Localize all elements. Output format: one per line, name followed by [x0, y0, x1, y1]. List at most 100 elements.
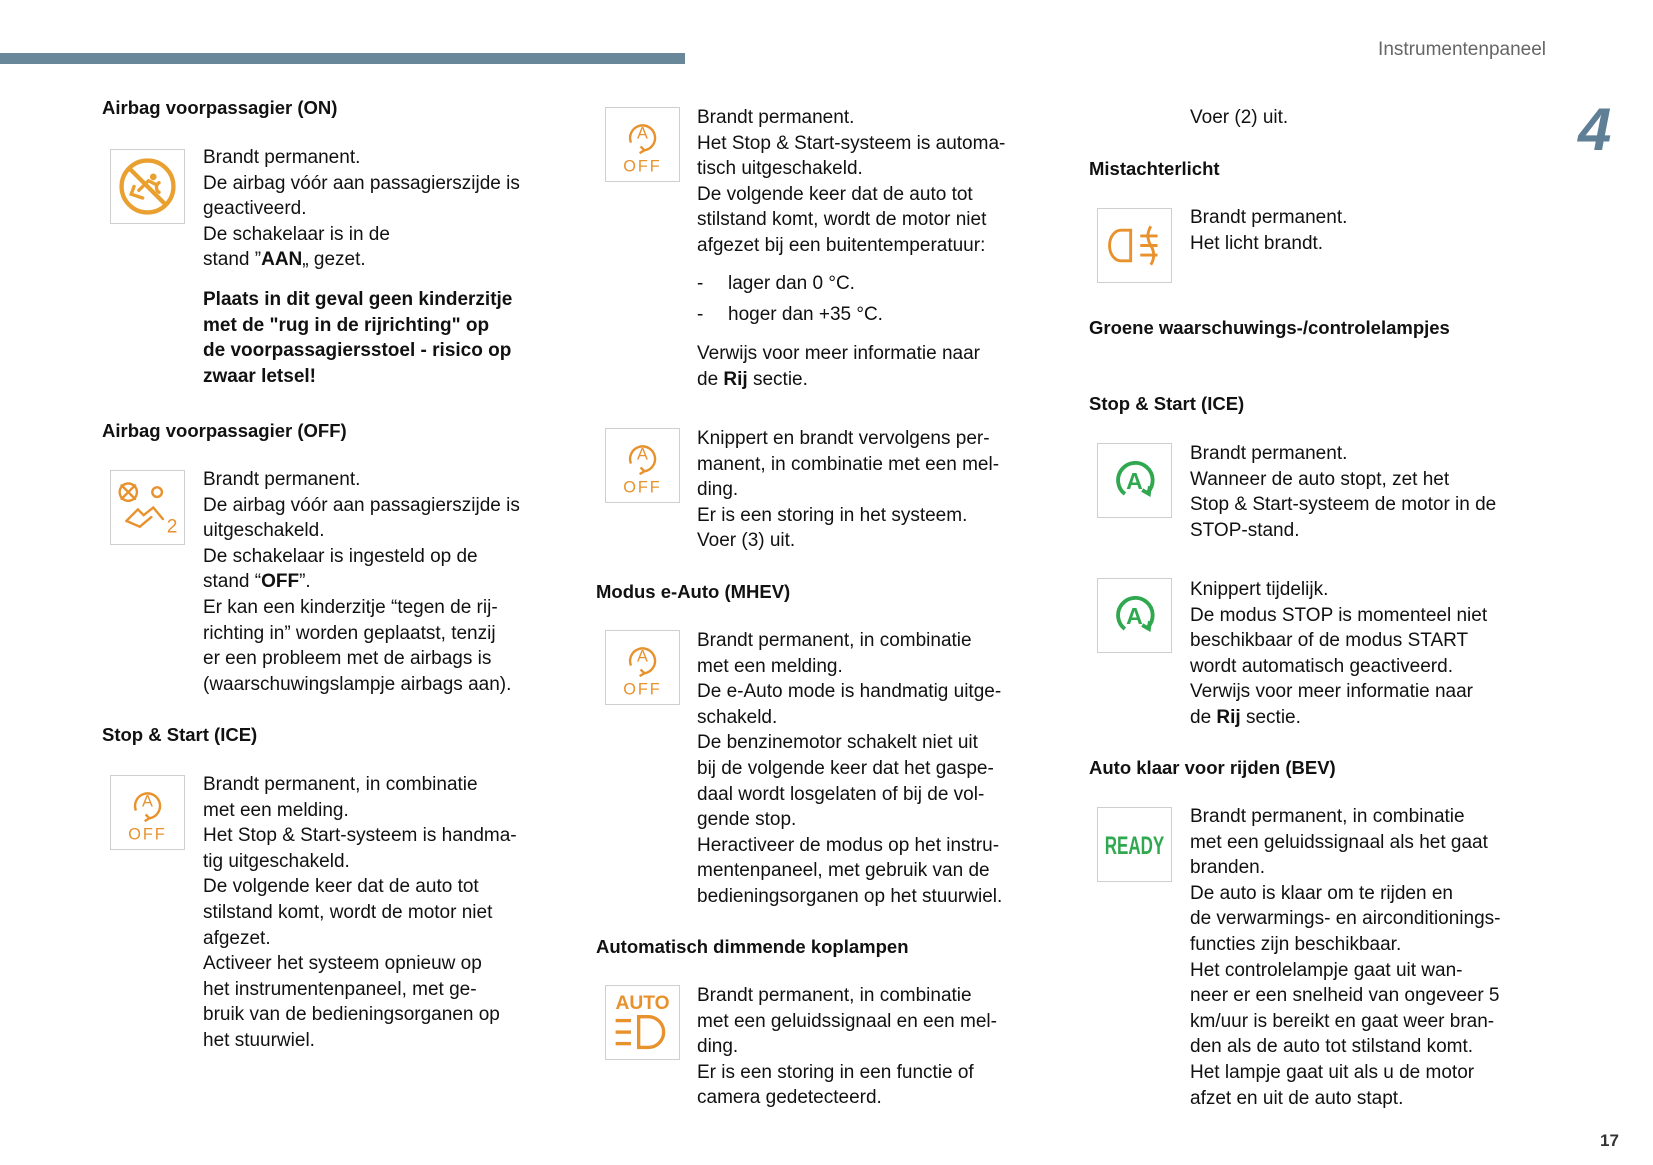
stop-start-active-icon: A — [1097, 578, 1172, 653]
text-line: Er is een storing in een functie of — [697, 1061, 974, 1083]
text-line: De schakelaar is ingesteld op de — [203, 545, 478, 567]
icon-letter-a: A — [637, 125, 648, 143]
text-segment: sectie. — [1240, 706, 1301, 728]
text-line: km/uur is bereikt en gaat weer bran- — [1190, 1010, 1495, 1032]
ready-icon: READY — [1097, 807, 1172, 882]
text-line: Wanneer de auto stopt, zet het — [1190, 468, 1450, 490]
ready-label: READY — [1105, 832, 1165, 860]
auto-headlamp-description: Brandt permanent, in combinatie met een g… — [697, 983, 997, 1111]
text-line: beschikbaar of de modus START — [1190, 630, 1469, 652]
text-line: Voer (2) uit. — [1190, 107, 1289, 128]
text-line: schakeld. — [697, 706, 778, 728]
bold-term: Rij — [723, 368, 748, 390]
text-line: De e-Auto mode is handmatig uitge- — [697, 681, 1002, 703]
text-line: Voer (3) uit. — [697, 530, 796, 552]
heading-e-auto-mode: Modus e-Auto (MHEV) — [596, 581, 791, 602]
text-line: stilstand komt, wordt de motor niet — [203, 901, 493, 923]
heading-ready: Auto klaar voor rijden (BEV) — [1089, 757, 1336, 778]
chapter-number: 4 — [1578, 96, 1612, 163]
text-line: afgezet. — [203, 927, 271, 949]
icon-letter-a: A — [1126, 468, 1143, 494]
text-line: met een geluidssignaal en een mel- — [697, 1010, 997, 1032]
text-line: De volgende keer dat de auto tot — [203, 876, 479, 898]
text-line: Brandt permanent. — [203, 469, 361, 490]
text-line: met de "rug in de rijrichting" op — [203, 314, 490, 336]
text-line: Verwijs voor meer informatie naar — [1190, 681, 1473, 703]
reference-note: Verwijs voor meer informatie naar de Rij … — [697, 341, 980, 392]
list-text: hoger dan +35 °C. — [728, 304, 883, 325]
text-line: Het lampje gaat uit als u de motor — [1190, 1061, 1475, 1083]
text-line: gende stop. — [697, 809, 797, 831]
text-line: Brandt permanent. — [697, 107, 855, 128]
text-line: tig uitgeschakeld. — [203, 850, 350, 872]
airbag-off-icon: 2 — [110, 470, 185, 545]
icon-letter-a: A — [1126, 603, 1143, 629]
stop-start-fault-description: Knippert en brandt vervolgens per-manent… — [697, 426, 999, 554]
airbag-off-description: Brandt permanent. De airbag vóór aan pass… — [203, 467, 520, 697]
e-auto-description: Brandt permanent, in combinatie met een m… — [697, 628, 1002, 910]
heading-airbag-on: Airbag voorpassagier (ON) — [102, 97, 338, 118]
text-line: functies zijn beschikbaar. — [1190, 933, 1402, 955]
text-line: Er is een storing in het systeem. — [697, 504, 968, 526]
text-line: ding. — [697, 479, 739, 501]
heading-rear-fog: Mistachterlicht — [1089, 158, 1220, 179]
list-text: lager dan 0 °C. — [728, 273, 855, 294]
heading-airbag-off: Airbag voorpassagier (OFF) — [102, 420, 347, 441]
text-line: afgezet bij een buitentemperatuur: — [697, 234, 986, 256]
rear-fog-light-icon — [1097, 208, 1172, 283]
text-line: het instrumentenpaneel, met ge- — [203, 978, 477, 1000]
text-segment: de — [1190, 706, 1217, 728]
text-line: richting in” worden geplaatst, tenzij — [203, 622, 496, 644]
bold-term: AAN — [261, 249, 303, 271]
stop-start-off-icon: A OFF — [605, 428, 680, 503]
heading-green-lamps: Groene waarschuwings-/controlelampjes — [1089, 317, 1450, 338]
ready-description: Brandt permanent, in combinatie met een g… — [1190, 804, 1500, 1111]
icon-letter-a: A — [142, 793, 153, 811]
text-line: de Rij sectie. — [697, 367, 980, 393]
text-line: De modus STOP is momenteel niet — [1190, 604, 1488, 626]
text-line: Knippert en brandt vervolgens per- — [697, 428, 990, 449]
text-line: de voorpassagiersstoel - risico op — [203, 340, 512, 362]
stop-start-flashing-description: Knippert tijdelijk. De modus STOP is mome… — [1190, 577, 1487, 731]
text-line: Brandt permanent, in combinatie — [697, 630, 972, 651]
text-line: wordt automatisch geactiveerd. — [1190, 655, 1453, 677]
text-line: Brandt permanent, in combinatie — [697, 985, 972, 1006]
airbag-on-description: Brandt permanent. De airbag vóór aan pass… — [203, 145, 520, 273]
text-line: er een probleem met de airbags is — [203, 648, 492, 670]
stop-start-auto-off-description: Brandt permanent. Het Stop & Start-systee… — [697, 105, 1005, 259]
text-segment: sectie. — [747, 368, 808, 390]
text-line: met een melding. — [203, 799, 349, 821]
text-line: Verwijs voor meer informatie naar — [697, 343, 980, 364]
text-line: stand ”AAN„ gezet. — [203, 247, 520, 273]
text-line: het stuurwiel. — [203, 1029, 315, 1051]
heading-stop-start-ice: Stop & Start (ICE) — [102, 724, 258, 745]
text-line: Het licht brandt. — [1190, 232, 1324, 254]
off-label: OFF — [128, 825, 166, 843]
text-line: stand “OFF”. — [203, 569, 520, 595]
airbag-off-icon-number: 2 — [167, 516, 178, 537]
text-line: tisch uitgeschakeld. — [697, 158, 863, 180]
heading-auto-headlamps: Automatisch dimmende koplampen — [596, 936, 909, 957]
text-line: bij de volgende keer dat het gaspe- — [697, 757, 994, 779]
text-line: De airbag vóór aan passagierszijde is — [203, 172, 520, 194]
text-line: Knippert tijdelijk. — [1190, 579, 1329, 600]
text-line: de verwarmings- en airconditionings- — [1190, 908, 1501, 930]
text-line: Het Stop & Start-systeem is handma- — [203, 825, 517, 847]
bold-term: OFF — [261, 571, 300, 593]
heading-stop-start-green: Stop & Start (ICE) — [1089, 393, 1245, 414]
running-title: Instrumentenpaneel — [1378, 39, 1546, 60]
text-segment: de — [697, 368, 724, 390]
text-line: den als de auto tot stilstand komt. — [1190, 1036, 1474, 1058]
text-line: De schakelaar is in de — [203, 223, 390, 245]
text-line: De volgende keer dat de auto tot — [697, 183, 973, 205]
text-line: mentenpaneel, met gebruik van de — [697, 860, 990, 882]
off-label: OFF — [623, 478, 661, 496]
auto-headlamp-icon: AUTO — [605, 985, 680, 1060]
text-segment: stand ” — [203, 249, 262, 271]
airbag-on-warning: Plaats in dit geval geen kinderzitje met … — [203, 287, 512, 389]
text-line: De airbag vóór aan passagierszijde is — [203, 494, 520, 516]
text-line: De benzinemotor schakelt niet uit — [697, 732, 978, 754]
text-line: Activeer het systeem opnieuw op — [203, 953, 482, 975]
text-line: Heractiveer de modus op het instru- — [697, 834, 1000, 856]
text-line: branden. — [1190, 857, 1266, 879]
